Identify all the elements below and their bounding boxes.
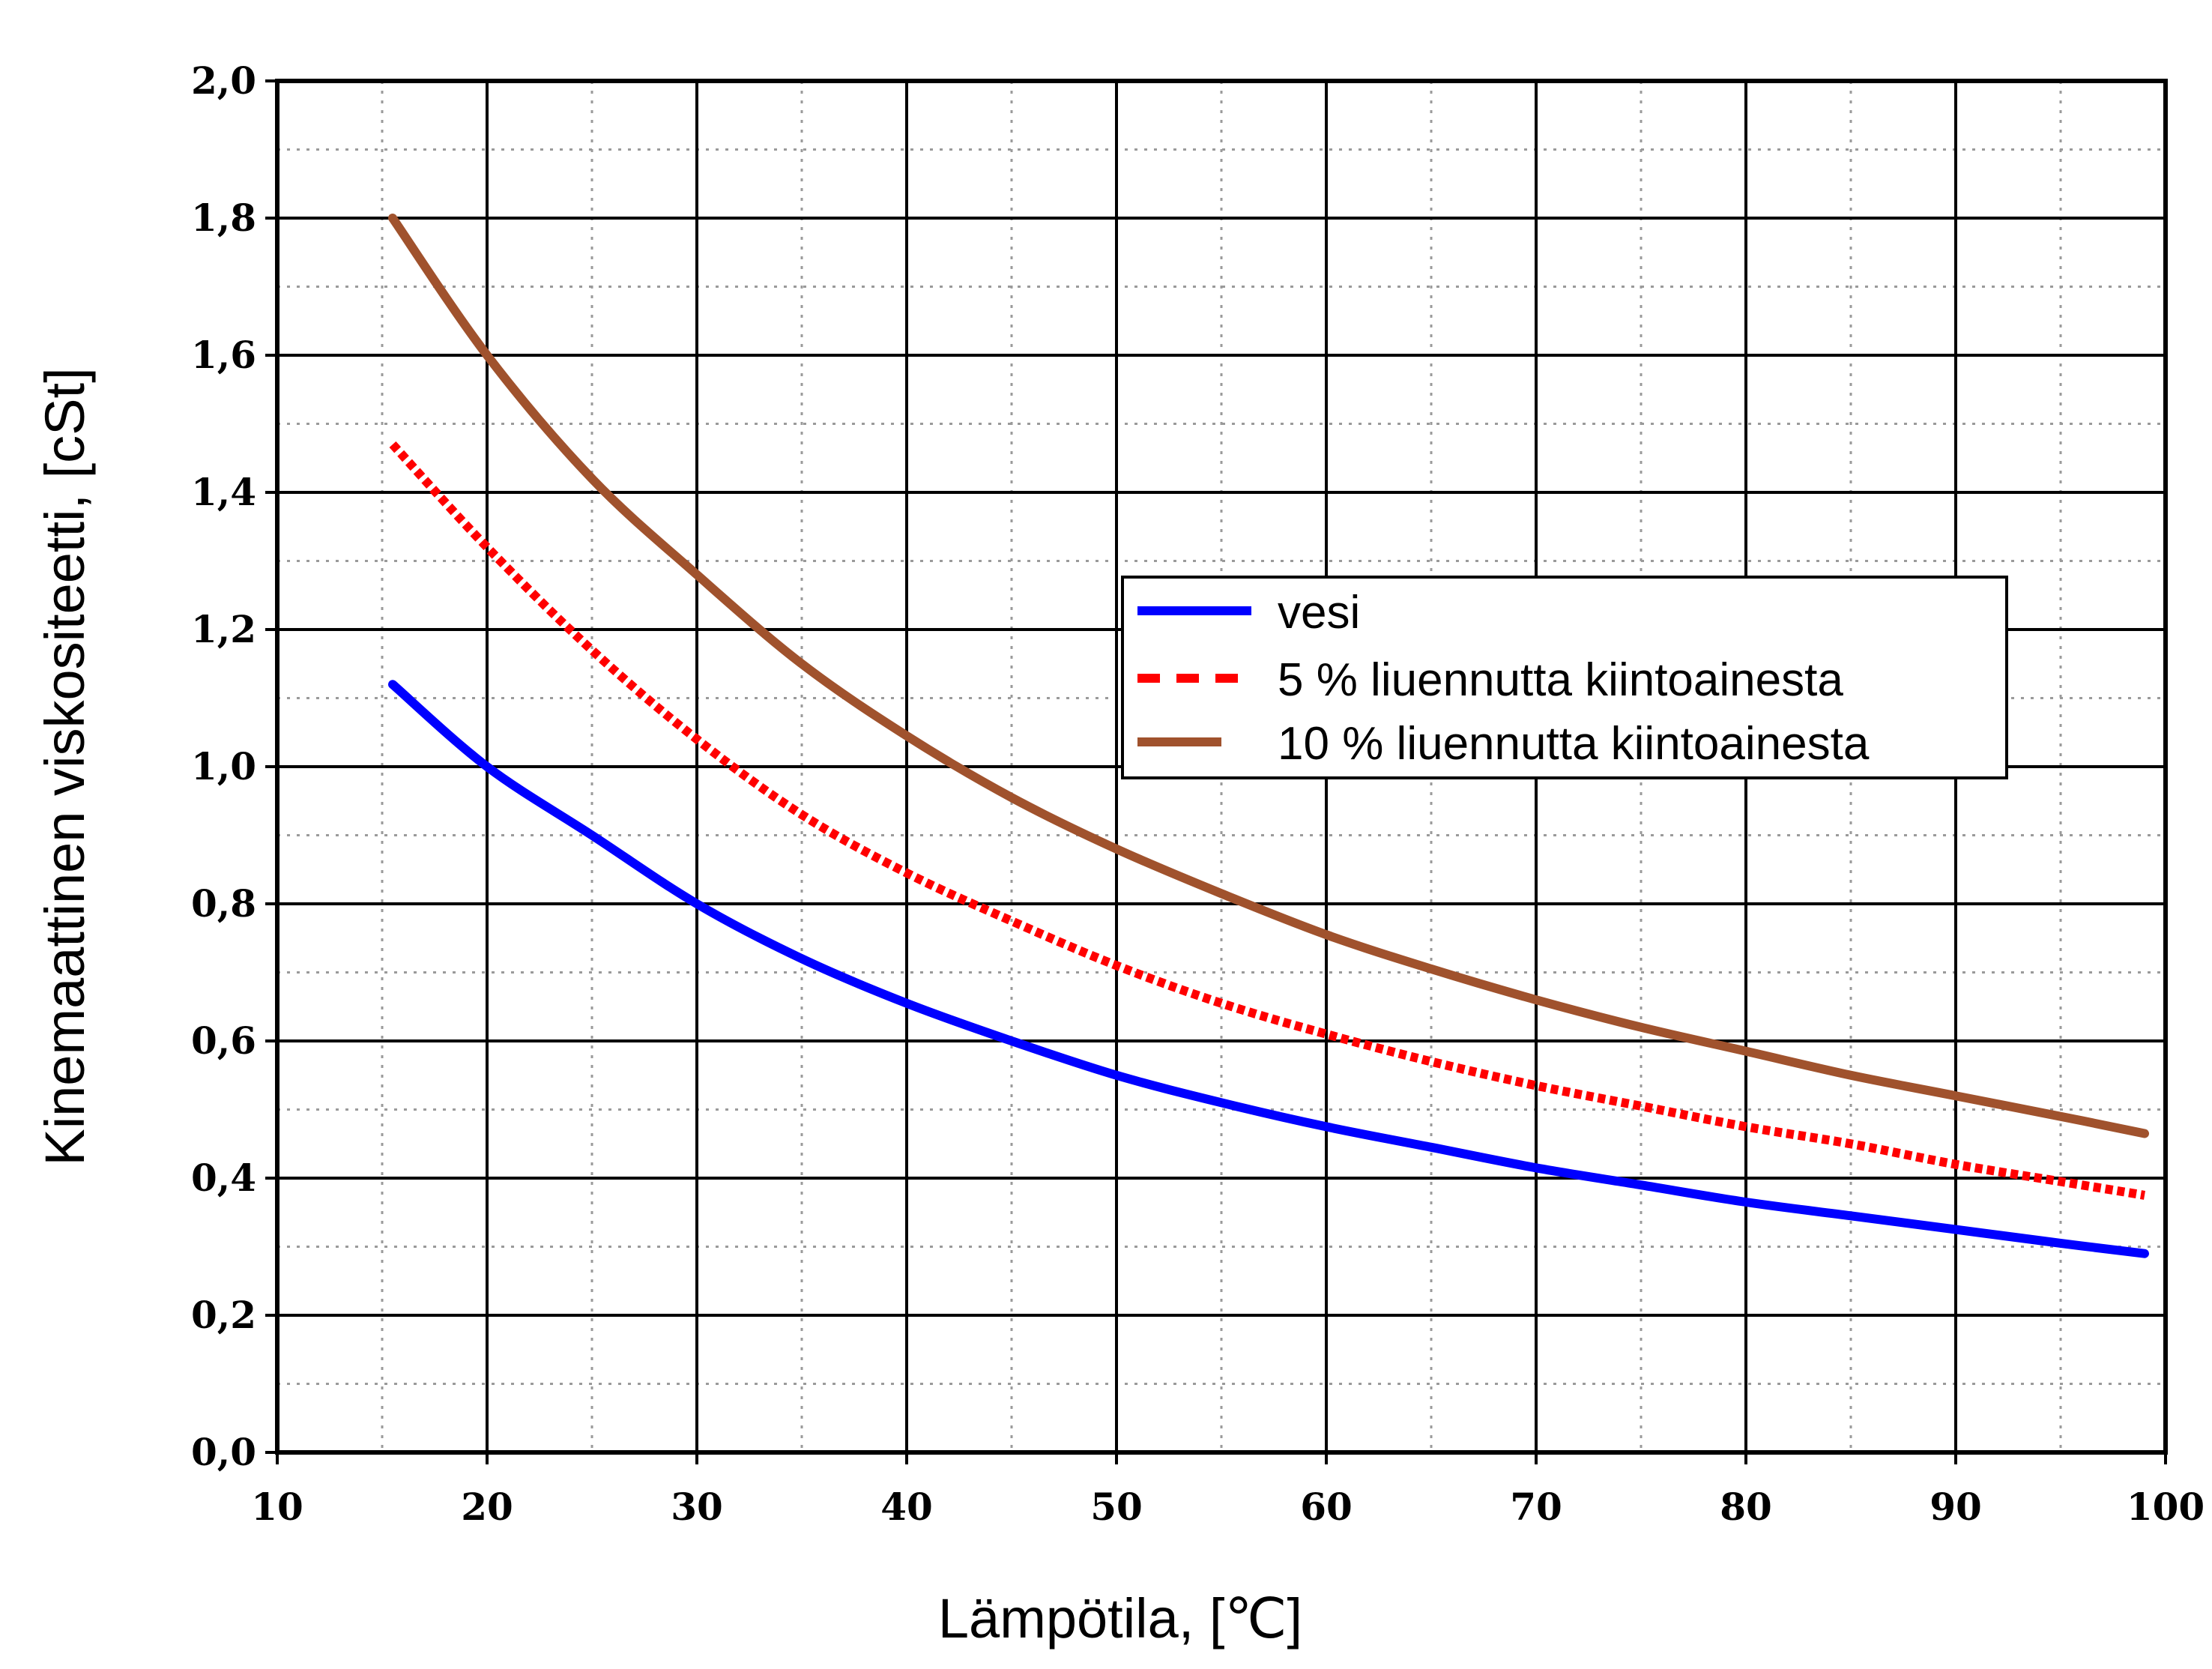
- legend: vesi 5 % liuennutta kiintoainesta 10 % l…: [1121, 576, 2008, 779]
- y-tick-label: 1,8: [191, 196, 256, 240]
- x-tick-label: 30: [671, 1485, 723, 1529]
- legend-box: [1121, 576, 2008, 779]
- x-tick-label: 20: [461, 1485, 513, 1529]
- y-tick-label: 1,2: [191, 607, 256, 651]
- y-tick-label: 1,0: [191, 744, 256, 788]
- x-tick-label: 10: [251, 1485, 303, 1529]
- tick-marks: [265, 79, 2167, 1464]
- x-tick-label: 100: [2127, 1485, 2205, 1529]
- y-tick-label: 0,8: [191, 881, 256, 926]
- legend-label-vesi: vesi: [1278, 587, 1360, 639]
- y-tick-label: 0,0: [191, 1430, 256, 1474]
- x-tick-label: 90: [1930, 1485, 1982, 1529]
- major-grid: [276, 79, 2167, 1454]
- series-line-10-percent: [388, 214, 2149, 1138]
- series-line-vesi: [388, 680, 2149, 1258]
- legend-label-10-percent: 10 % liuennutta kiintoainesta: [1278, 718, 1870, 770]
- y-tick-label: 0,6: [191, 1018, 256, 1063]
- series-line-5-percent: [389, 441, 2145, 1200]
- x-tick-label: 70: [1510, 1485, 1562, 1529]
- y-tick-labels: 0,0 0,2 0,4 0,6 0,8 1,0 1,2 1,4 1,6 1,8 2,0: [191, 58, 256, 1474]
- x-tick-label: 80: [1720, 1485, 1772, 1529]
- y-tick-label: 0,4: [191, 1156, 256, 1200]
- x-tick-labels: 10 20 30 40 50 60 70 80 90 100: [251, 1485, 2205, 1529]
- minor-grid: [277, 81, 2166, 1452]
- x-axis-label: Lämpötila, [℃]: [938, 1587, 1302, 1650]
- y-tick-label: 0,2: [191, 1293, 256, 1337]
- y-tick-label: 2,0: [191, 58, 256, 103]
- series-layer: [388, 214, 2149, 1258]
- x-tick-label: 40: [880, 1485, 933, 1529]
- x-tick-label: 60: [1300, 1485, 1353, 1529]
- y-tick-label: 1,4: [191, 470, 256, 514]
- x-tick-label: 50: [1090, 1485, 1143, 1529]
- y-axis-label: Kinemaattinen viskositeetti, [cSt]: [34, 367, 96, 1165]
- y-tick-label: 1,6: [191, 333, 256, 377]
- legend-label-5-percent: 5 % liuennutta kiintoainesta: [1278, 654, 1843, 706]
